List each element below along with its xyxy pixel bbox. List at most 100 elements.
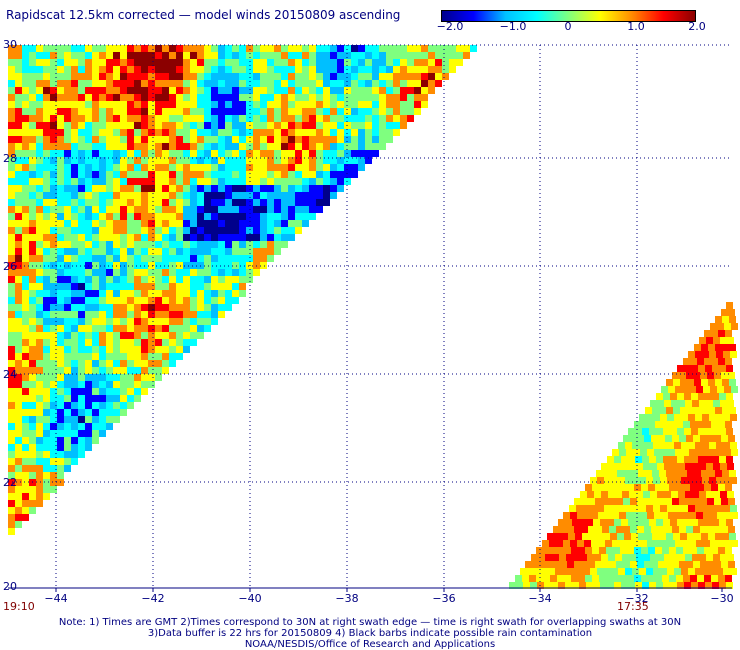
swath-pixel: [120, 192, 127, 199]
swath-pixel: [162, 318, 169, 325]
swath-pixel: [699, 337, 706, 344]
swath-pixel: [407, 73, 414, 80]
swath-pixel: [183, 339, 190, 346]
swath-pixel: [288, 73, 295, 80]
swath-pixel: [727, 491, 734, 498]
swath-pixel: [78, 164, 85, 171]
swath-pixel: [99, 122, 106, 129]
swath-pixel: [169, 353, 176, 360]
swath-pixel: [267, 73, 274, 80]
swath-pixel: [309, 143, 316, 150]
swath-pixel: [400, 80, 407, 87]
swath-pixel: [169, 360, 176, 367]
swath-pixel: [29, 157, 36, 164]
swath-pixel: [337, 178, 344, 185]
swath-pixel: [92, 437, 99, 444]
swath-pixel: [8, 234, 15, 241]
swath-pixel: [50, 311, 57, 318]
swath-pixel: [120, 129, 127, 136]
swath-pixel: [567, 526, 574, 533]
swath-pixel: [639, 442, 646, 449]
footnote-line-1: Note: 1) Times are GMT 2)Times correspon…: [58, 617, 682, 628]
swath-pixel: [113, 234, 120, 241]
swath-pixel: [134, 248, 141, 255]
swath-pixel: [141, 199, 148, 206]
swath-pixel: [78, 353, 85, 360]
swath-pixel: [57, 339, 64, 346]
swath-pixel: [716, 414, 723, 421]
swath-pixel: [232, 199, 239, 206]
swath-pixel: [43, 339, 50, 346]
swath-pixel: [36, 367, 43, 374]
swath-pixel: [148, 220, 155, 227]
swath-pixel: [716, 568, 723, 575]
swath-pixel: [29, 178, 36, 185]
swath-pixel: [556, 540, 563, 547]
swath-pixel: [688, 442, 695, 449]
swath-pixel: [302, 87, 309, 94]
swath-pixel: [267, 213, 274, 220]
swath-pixel: [43, 479, 50, 486]
swath-pixel: [43, 87, 50, 94]
swath-pixel: [36, 66, 43, 73]
swath-pixel: [22, 395, 29, 402]
swath-pixel: [57, 171, 64, 178]
swath-pixel: [197, 115, 204, 122]
swath-pixel: [148, 227, 155, 234]
swath-pixel: [407, 101, 414, 108]
swath-pixel: [113, 409, 120, 416]
swath-pixel: [323, 178, 330, 185]
swath-pixel: [225, 122, 232, 129]
swath-pixel: [92, 213, 99, 220]
swath-pixel: [50, 94, 57, 101]
swath-pixel: [106, 283, 113, 290]
swath-pixel: [190, 311, 197, 318]
swath-pixel: [635, 428, 642, 435]
swath-pixel: [323, 73, 330, 80]
swath-pixel: [22, 199, 29, 206]
swath-pixel: [295, 157, 302, 164]
swath-pixel: [78, 213, 85, 220]
swath-pixel: [225, 129, 232, 136]
swath-pixel: [211, 178, 218, 185]
swath-pixel: [631, 533, 638, 540]
swath-pixel: [647, 512, 654, 519]
swath-pixel: [64, 171, 71, 178]
swath-pixel: [155, 171, 162, 178]
swath-pixel: [456, 59, 463, 66]
swath-pixel: [689, 386, 696, 393]
swath-pixel: [379, 66, 386, 73]
swath-pixel: [113, 255, 120, 262]
swath-pixel: [634, 484, 641, 491]
swath-pixel: [274, 45, 281, 52]
swath-pixel: [197, 101, 204, 108]
swath-pixel: [15, 493, 22, 500]
swath-pixel: [50, 108, 57, 115]
swath-pixel: [162, 276, 169, 283]
swath-pixel: [169, 164, 176, 171]
swath-pixel: [120, 108, 127, 115]
swath-pixel: [708, 470, 715, 477]
swath-pixel: [604, 505, 611, 512]
swath-pixel: [176, 325, 183, 332]
lon-tick-label: −44: [44, 592, 68, 605]
swath-pixel: [653, 568, 660, 575]
swath-pixel: [57, 129, 64, 136]
swath-pixel: [702, 442, 709, 449]
swath-pixel: [204, 199, 211, 206]
swath-pixel: [78, 283, 85, 290]
swath-pixel: [106, 241, 113, 248]
swath-pixel: [717, 512, 724, 519]
swath-pixel: [281, 213, 288, 220]
swath-pixel: [239, 73, 246, 80]
swath-pixel: [169, 283, 176, 290]
swath-pixel: [106, 94, 113, 101]
swath-pixel: [15, 101, 22, 108]
swath-pixel: [246, 52, 253, 59]
swath-pixel: [604, 477, 611, 484]
swath-pixel: [64, 458, 71, 465]
swath-pixel: [719, 365, 726, 372]
swath-pixel: [57, 381, 64, 388]
swath-pixel: [15, 241, 22, 248]
swath-pixel: [29, 227, 36, 234]
